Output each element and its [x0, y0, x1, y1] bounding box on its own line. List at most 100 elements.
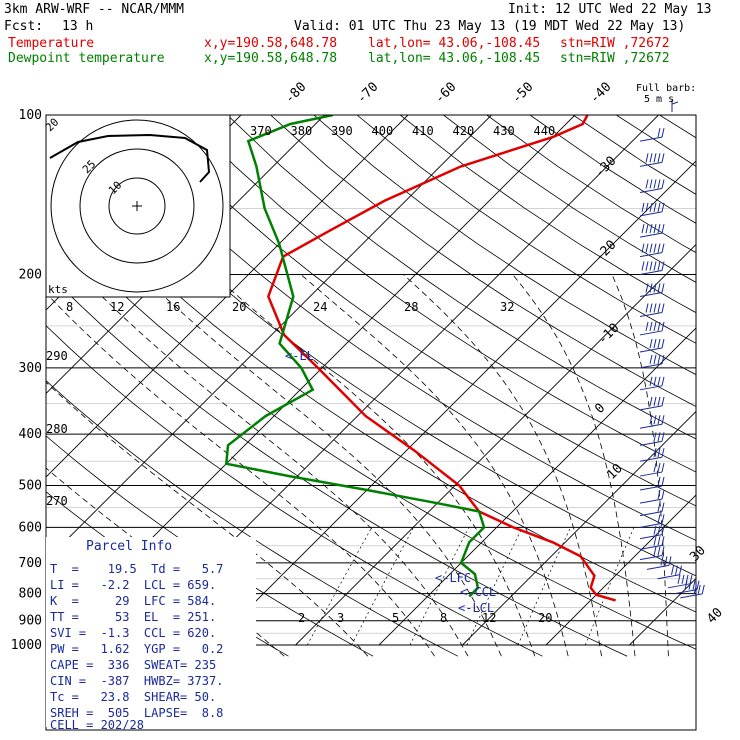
parcel-row: LI = -2.2 LCL = 659. [50, 578, 217, 592]
mixing-ratio-label: 5 [392, 611, 399, 625]
wind-barb [639, 202, 665, 217]
theta-e-label: 16 [166, 300, 180, 314]
pressure-tick-label: 400 [19, 427, 42, 442]
wind-barb [639, 303, 665, 318]
plot-frame [45, 114, 697, 731]
wind-barb [639, 415, 665, 429]
isotherm-label: -70 [354, 80, 381, 107]
wind-barb [639, 283, 665, 297]
temperature-xy: x,y=190.58,648.78 [204, 36, 338, 51]
dry-adiabat [46, 435, 374, 657]
moist-adiabat [300, 274, 569, 657]
wind-barb [639, 536, 665, 550]
wind-barb [639, 490, 665, 504]
lcl-marker: <-LCL [458, 601, 494, 615]
pressure-tick-label: 700 [19, 556, 42, 571]
dry-adiabat [529, 115, 696, 224]
theta-label: 280 [46, 422, 68, 436]
wind-barb [639, 127, 665, 142]
lfc-marker: <-LFC [435, 571, 471, 585]
mixing-ratio-label: 8 [440, 611, 447, 625]
wind-barb [674, 580, 700, 595]
temperature-legend: Temperature [8, 36, 95, 51]
pressure-tick-label: 300 [19, 361, 42, 376]
hodograph-trace [49, 133, 211, 183]
dry-adiabat [703, 115, 740, 656]
parcel-row: SREH = 505 LAPSE= 8.8 [50, 706, 224, 720]
forecast-hour: 13 h [62, 19, 94, 34]
dewpoint-station: stn=RIW ,72672 [560, 51, 670, 66]
el-marker: <-EL [285, 349, 314, 363]
mixing-ratio-label: 2 [298, 611, 305, 625]
pressure-tick-label: 1000 [11, 638, 42, 653]
mixing-ratio-line [351, 527, 414, 646]
wind-barb [639, 224, 665, 238]
isotherm-label: -60 [432, 80, 459, 107]
dry-adiabat [486, 115, 696, 254]
moist-adiabat [512, 274, 636, 657]
parcel-row: Tc = 23.8 SHEAR= 50. [50, 690, 217, 704]
init-time: Init: 12 UTC Wed 22 May 13 [508, 2, 712, 17]
full-barb-sample-flag [671, 101, 679, 105]
dry-adiabat [313, 115, 696, 376]
theta-label: 430 [493, 124, 515, 138]
theta-label: 440 [534, 124, 556, 138]
dry-adiabat [270, 115, 696, 407]
isotherm-label: 40 [704, 605, 726, 627]
hodograph-kts-label: kts [48, 283, 68, 296]
theta-label: 390 [331, 124, 353, 138]
pressure-tick-label: 900 [19, 614, 42, 629]
pressure-tick-label: 800 [19, 587, 42, 602]
mixing-ratio-line [517, 527, 571, 646]
theta-e-label: 32 [500, 300, 514, 314]
wind-barb [657, 565, 682, 580]
wind-barb [639, 525, 665, 540]
dewpoint-latlon: lat,lon= 43.06,-108.45 [368, 51, 541, 66]
mixing-ratio-label: 12 [482, 611, 496, 625]
pressure-tick-label: 600 [19, 520, 42, 535]
isotherm-line [545, 494, 696, 646]
dry-adiabat [46, 380, 458, 657]
wind-barb [639, 153, 665, 167]
isotherm-line [378, 327, 696, 646]
theta-e-label: 8 [66, 300, 73, 314]
hodograph-ring [108, 177, 166, 235]
dry-adiabat [659, 115, 696, 139]
wind-barb [639, 243, 665, 258]
parcel-row: CAPE = 336 SWEAT= 235 [50, 658, 217, 672]
dry-adiabat [46, 270, 628, 657]
theta-e-label: 24 [313, 300, 327, 314]
dry-adiabat [46, 159, 696, 613]
wind-barb [639, 354, 665, 369]
theta-label: 410 [412, 124, 434, 138]
wind-barb [639, 261, 665, 276]
pressure-tick-label: 100 [19, 108, 42, 123]
isotherm-line [46, 115, 409, 478]
mixing-ratio-line [466, 527, 523, 646]
isotherm-line [462, 410, 696, 646]
isotherm-label: -50 [509, 80, 536, 107]
theta-label: 270 [46, 494, 68, 508]
isotherm-label: 10 [604, 461, 626, 483]
theta-label: 380 [291, 124, 313, 138]
parcel-row: SVI = -1.3 CCL = 620. [50, 626, 217, 640]
wind-barb [639, 546, 665, 561]
dry-adiabat [183, 115, 696, 473]
pressure-tick-label: 200 [19, 268, 42, 283]
theta-label: 420 [453, 124, 475, 138]
moist-adiabat [79, 274, 469, 657]
dewpoint-xy: x,y=190.58,648.78 [204, 51, 338, 66]
full-barb-label: Full barb: [636, 83, 697, 94]
forecast-label: Fcst: [4, 19, 44, 34]
theta-label: 400 [372, 124, 394, 138]
parcel-info-panel: Parcel Info T = 19.5 Td = 5.7 LI = -2.2 … [46, 537, 256, 732]
dewpoint-profile-line [224, 115, 486, 598]
wind-barb [639, 502, 665, 517]
moist-adiabat [140, 274, 502, 657]
wind-barb [639, 179, 665, 193]
wind-barb [639, 432, 665, 446]
dry-adiabat [227, 115, 696, 440]
parcel-row: PW = 1.62 YGP = 0.2 [50, 642, 224, 656]
isotherm-line [211, 160, 696, 646]
wind-barb [639, 338, 665, 353]
